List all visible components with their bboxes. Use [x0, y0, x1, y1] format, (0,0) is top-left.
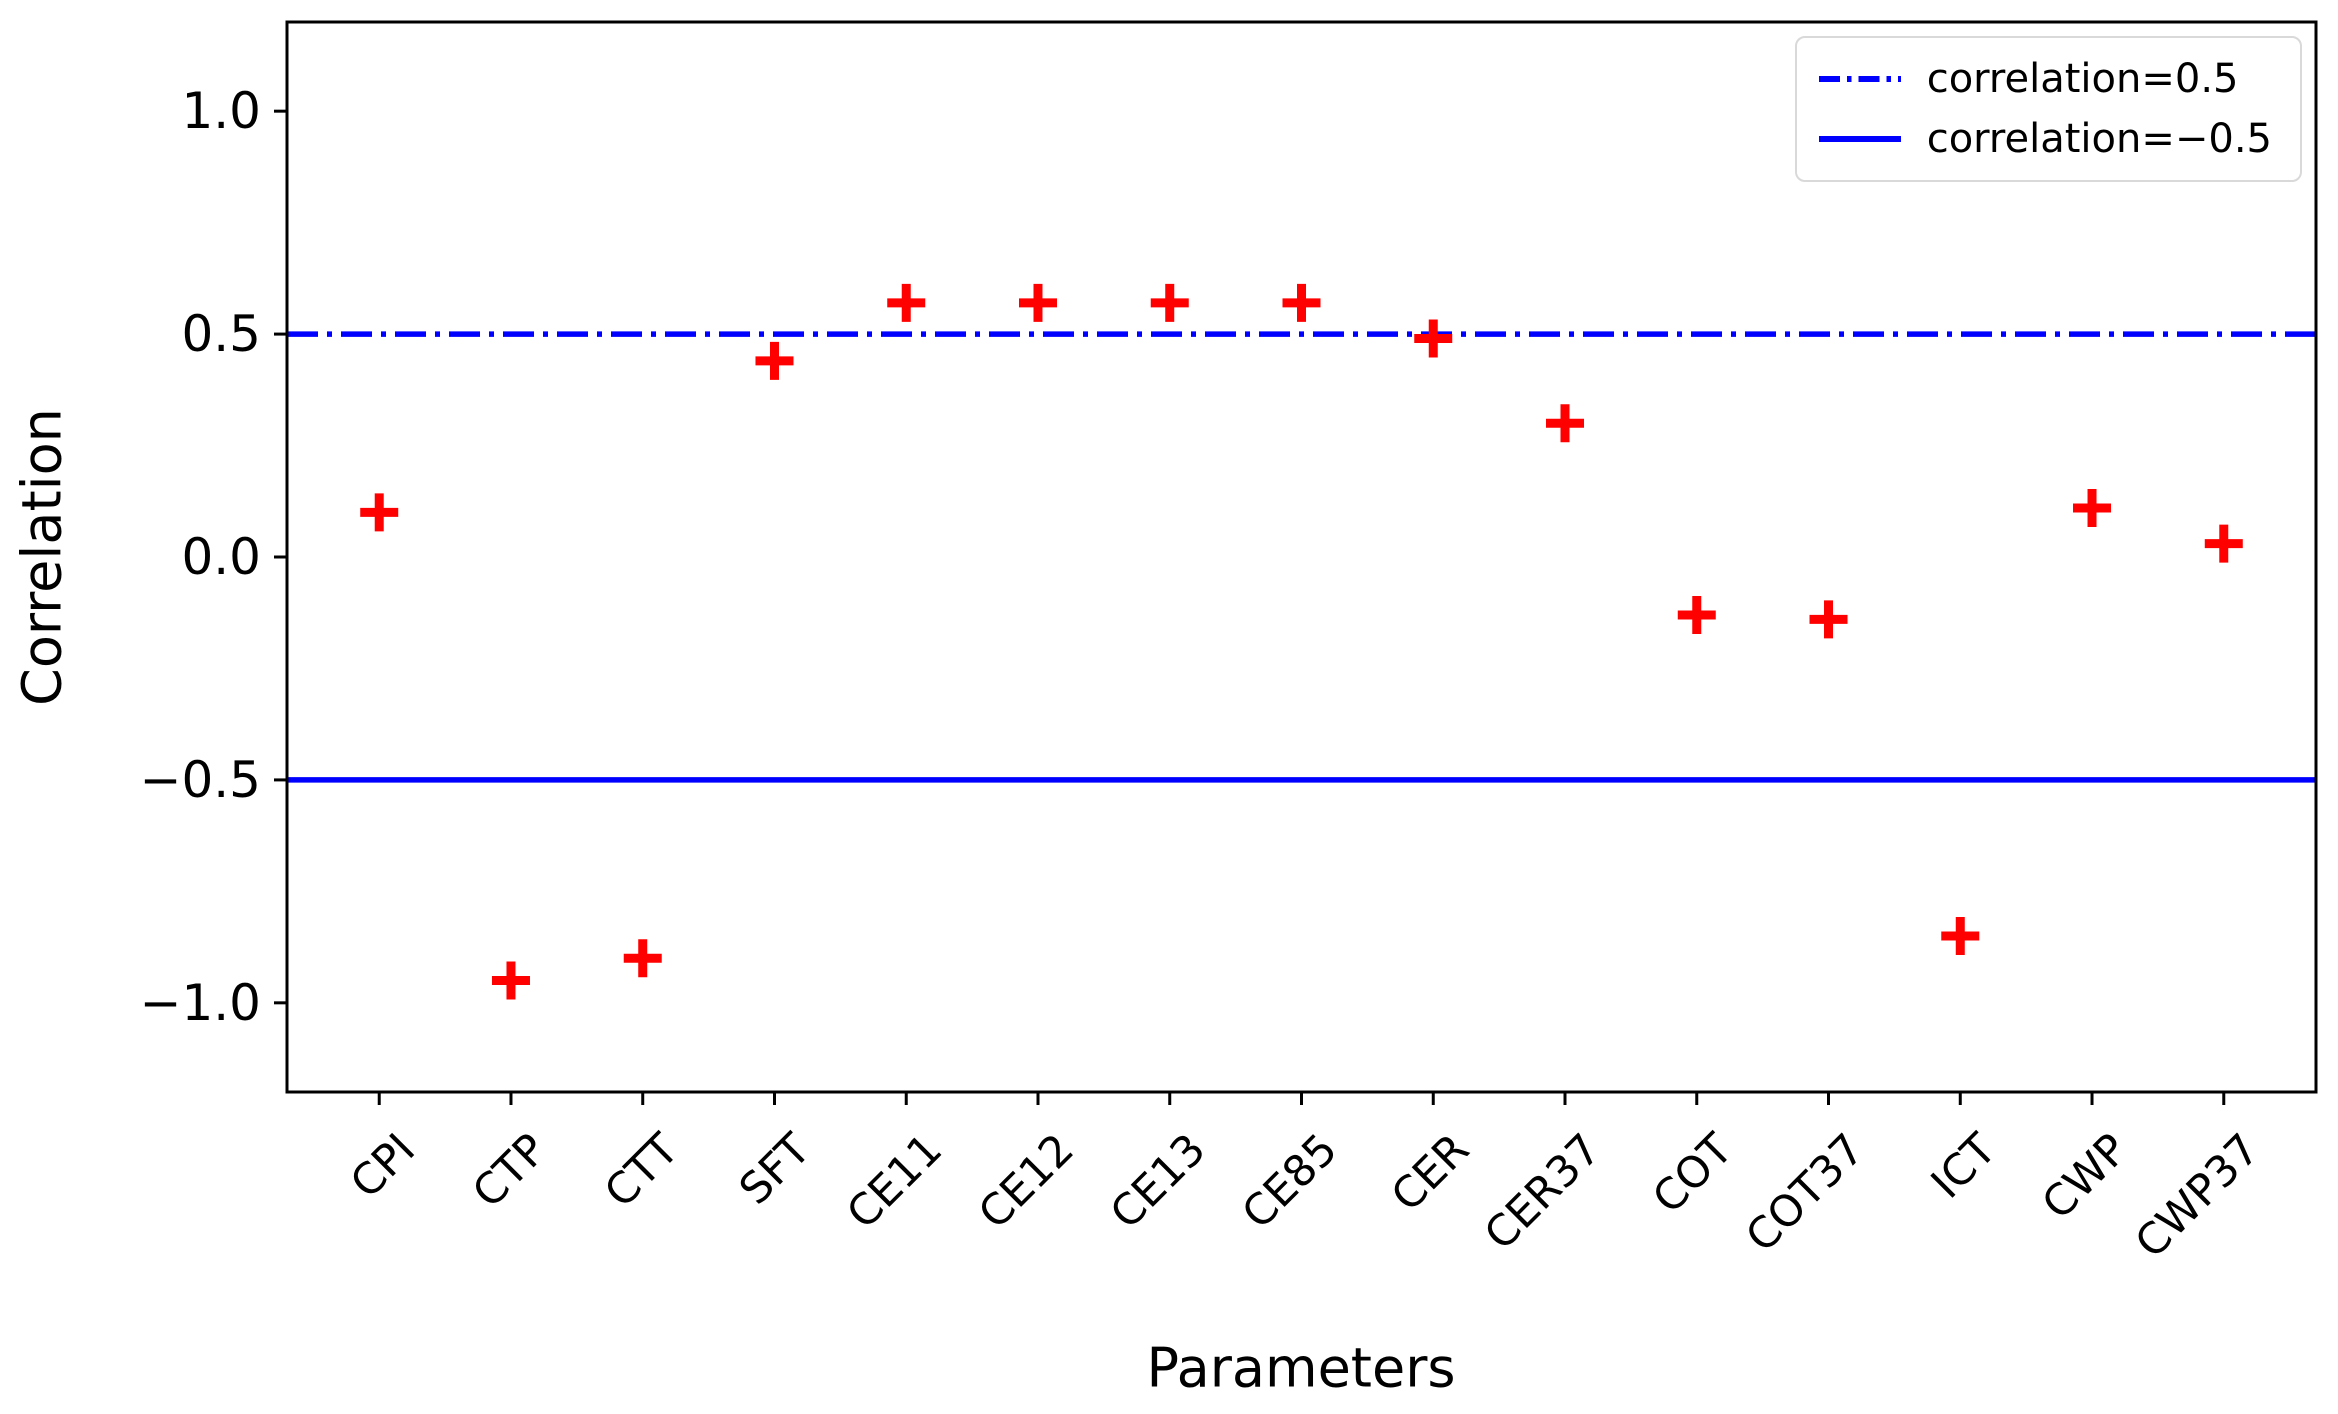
x-tick-label: COT37: [1737, 1124, 1875, 1262]
x-tick-label: CTT: [595, 1124, 689, 1218]
y-tick-label: −1.0: [140, 974, 261, 1032]
data-point-marker: [1282, 283, 1321, 322]
x-tick-label: CER37: [1475, 1124, 1611, 1260]
data-point-marker: [1414, 319, 1453, 358]
y-axis-title: Correlation: [10, 408, 74, 706]
y-tick-label: 1.0: [181, 82, 261, 140]
y-tick-label: 0.0: [181, 528, 261, 586]
x-tick-label: SFT: [730, 1124, 821, 1215]
data-point-marker: [2204, 524, 2243, 563]
x-tick-label: CTP: [463, 1124, 557, 1218]
x-tick-label: CE13: [1101, 1124, 1215, 1238]
data-point-marker: [1150, 283, 1189, 322]
data-point-marker: [623, 939, 662, 978]
legend-item-dashdot: correlation=0.5: [1818, 56, 2272, 102]
data-point-marker: [1941, 916, 1980, 955]
data-point-marker: [1546, 404, 1585, 443]
data-point-marker: [1809, 600, 1848, 639]
x-tick-label: CE85: [1233, 1124, 1347, 1238]
x-tick-label: ICT: [1922, 1124, 2007, 1209]
data-point-marker: [360, 493, 399, 532]
x-axis-title: Parameters: [1146, 1336, 1456, 1400]
data-point-marker: [755, 341, 794, 380]
legend-item-solid: correlation=−0.5: [1818, 116, 2272, 162]
data-point-marker: [491, 961, 530, 1000]
data-point-marker: [2073, 488, 2112, 527]
data-point-marker: [887, 283, 926, 322]
x-tick-label: CWP: [2033, 1124, 2138, 1229]
x-tick-label: CPI: [341, 1124, 425, 1208]
y-tick-label: −0.5: [140, 751, 261, 809]
legend: correlation=0.5 correlation=−0.5: [1794, 36, 2302, 182]
x-tick-label: COT: [1643, 1124, 1743, 1224]
axes-frame: [285, 20, 2318, 1094]
x-tick-label: CE11: [838, 1124, 952, 1238]
legend-label: correlation=−0.5: [1926, 116, 2272, 162]
x-tick-label: CWP37: [2126, 1124, 2270, 1268]
x-tick-label: CE12: [969, 1124, 1083, 1238]
y-tick-label: 0.5: [181, 305, 261, 363]
data-point-marker: [1677, 595, 1716, 634]
x-tick-label: CER: [1382, 1124, 1479, 1221]
data-point-marker: [1018, 283, 1057, 322]
legend-label: correlation=0.5: [1926, 56, 2239, 102]
dashdot-line-icon: [1818, 76, 1901, 82]
solid-line-icon: [1818, 136, 1901, 142]
